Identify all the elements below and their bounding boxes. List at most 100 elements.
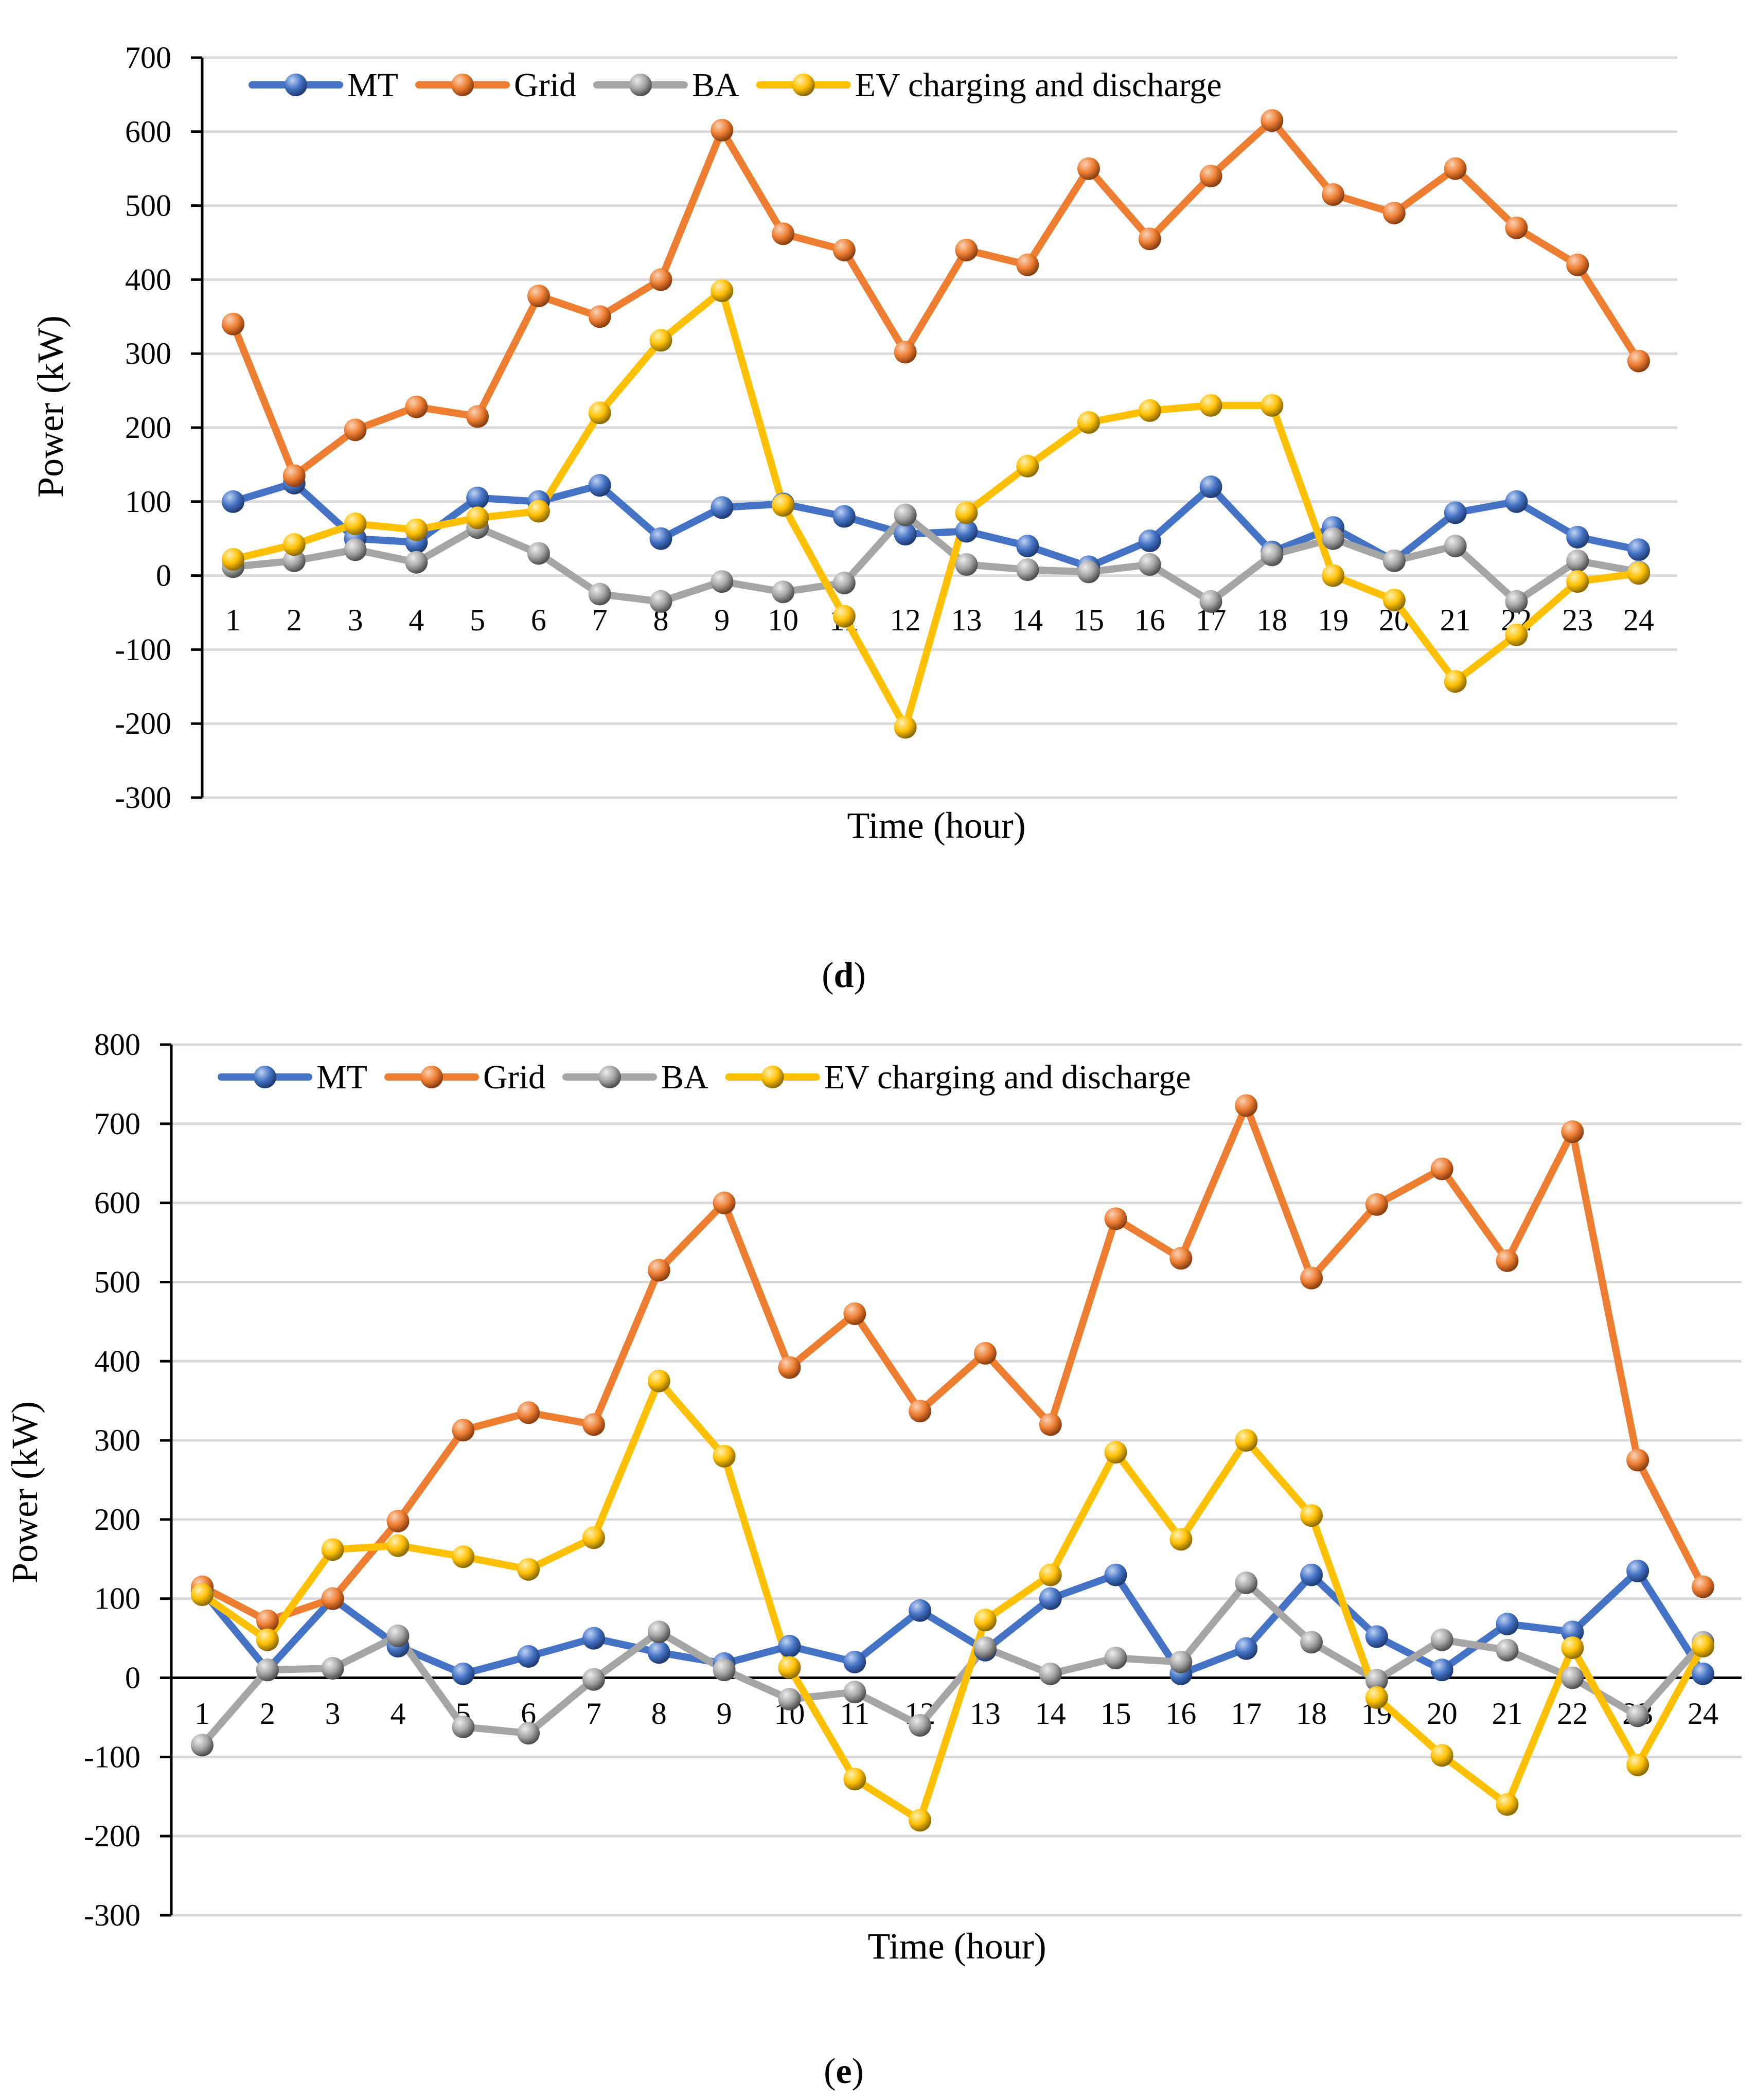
data-point-grid (256, 1609, 279, 1632)
x-tick-label: 5 (470, 603, 485, 637)
data-point-grid (1016, 253, 1039, 276)
data-point-ba (647, 1620, 670, 1644)
gridlines (202, 56, 1677, 799)
data-point-ev (191, 1583, 214, 1607)
y-tick-labels: 800 700 600 500 400 300 200 100 0 -100 -200 -300 (84, 1028, 140, 1932)
x-tick-label: 12 (890, 603, 921, 637)
data-point-grid (1077, 157, 1100, 180)
data-point-mt (909, 1599, 932, 1622)
data-point-grid (344, 418, 367, 442)
data-point-mt (517, 1645, 540, 1668)
legend-label: MT (347, 66, 398, 104)
data-point-ev (909, 1809, 932, 1832)
data-point-mt (1016, 535, 1039, 558)
data-point-grid (1235, 1094, 1258, 1117)
data-point-grid (517, 1401, 540, 1424)
data-point-grid (588, 305, 611, 328)
data-point-mt (1430, 1658, 1453, 1682)
data-point-grid (778, 1356, 801, 1379)
data-point-grid (1169, 1247, 1193, 1270)
data-point-ba (649, 590, 672, 613)
data-point-grid (894, 341, 917, 364)
x-tick-label: 10 (768, 603, 798, 637)
data-point-ba (832, 571, 856, 594)
legend-swatch-marker (254, 1066, 276, 1088)
data-point-ev (955, 501, 978, 524)
y-tick-label: 500 (125, 189, 171, 223)
data-point-ev (405, 518, 428, 541)
data-point-ba (386, 1625, 410, 1648)
data-point-ba (843, 1681, 866, 1704)
data-point-mt (1561, 1620, 1584, 1644)
x-tick-label: 6 (531, 603, 546, 637)
series-lines (191, 1094, 1714, 1832)
data-point-ev (711, 279, 734, 302)
x-tick-label: 4 (390, 1697, 405, 1731)
data-point-grid (1300, 1266, 1323, 1290)
x-tick-label: 3 (348, 603, 363, 637)
data-point-grid (527, 285, 550, 308)
panel-caption-e: (e) (824, 2052, 864, 2091)
data-point-ev (1444, 670, 1467, 693)
data-point-ev (1300, 1504, 1323, 1527)
data-point-mt (894, 523, 917, 546)
x-tick-label: 16 (1165, 1697, 1196, 1731)
data-point-ev (344, 512, 367, 535)
data-point-ev (778, 1656, 801, 1679)
y-tick-label: -200 (115, 707, 171, 740)
x-tick-label: 1 (194, 1697, 210, 1731)
legend-swatch-marker (629, 74, 652, 96)
legend-label: Grid (483, 1058, 545, 1096)
data-point-ev (386, 1534, 410, 1557)
data-point-ev (582, 1526, 605, 1549)
data-point-mt (778, 1635, 801, 1658)
y-tick-label: 800 (94, 1028, 140, 1062)
legend-label: BA (661, 1058, 708, 1096)
data-point-ba (1104, 1647, 1127, 1670)
data-point-ba (405, 551, 428, 574)
x-tick-label: 23 (1562, 603, 1593, 637)
y-axis-title: Power (kW) (30, 315, 71, 498)
y-tick-label: -100 (115, 632, 171, 666)
data-point-mt (1505, 490, 1528, 513)
x-tick-label: 22 (1557, 1697, 1588, 1731)
x-tick-label: 4 (409, 603, 424, 637)
data-point-mt (222, 490, 244, 513)
gridlines (171, 1043, 1742, 1917)
x-tick-label: 15 (1101, 1697, 1131, 1731)
legend-label: MT (316, 1058, 367, 1096)
data-point-ev (973, 1609, 997, 1632)
data-point-grid (1322, 183, 1345, 206)
y-tick-label: 600 (125, 115, 171, 149)
data-point-mt (466, 486, 489, 509)
data-point-grid (1444, 157, 1467, 180)
data-point-grid (452, 1419, 475, 1442)
data-point-grid (955, 238, 978, 261)
data-point-ev (466, 506, 489, 530)
y-tick-label: 0 (125, 1661, 140, 1695)
data-point-grid (1104, 1207, 1127, 1230)
data-point-ba (778, 1688, 801, 1711)
data-point-mt (1235, 1637, 1258, 1660)
y-tick-label: -300 (84, 1898, 140, 1932)
data-point-mt (1039, 1587, 1062, 1610)
data-point-ev (832, 605, 856, 628)
data-point-ev (452, 1545, 475, 1568)
x-tick-label: 14 (1035, 1697, 1066, 1731)
data-point-ev (1561, 1636, 1584, 1660)
data-point-ba (955, 553, 978, 576)
data-point-ev (321, 1538, 344, 1561)
data-point-mt (1566, 525, 1589, 549)
data-point-grid (1566, 253, 1589, 276)
x-tick-label: 24 (1623, 603, 1654, 637)
data-point-grid (386, 1509, 410, 1532)
y-tick-label: 400 (94, 1344, 140, 1378)
y-tick-label: 700 (125, 41, 171, 75)
legend-swatch-marker (598, 1066, 621, 1088)
x-tick-labels: 123456789101112131415161718192021222324 (194, 1697, 1718, 1731)
data-point-ev (1382, 589, 1406, 612)
y-tick-label: -100 (84, 1740, 140, 1774)
data-point-grid (1365, 1193, 1388, 1216)
